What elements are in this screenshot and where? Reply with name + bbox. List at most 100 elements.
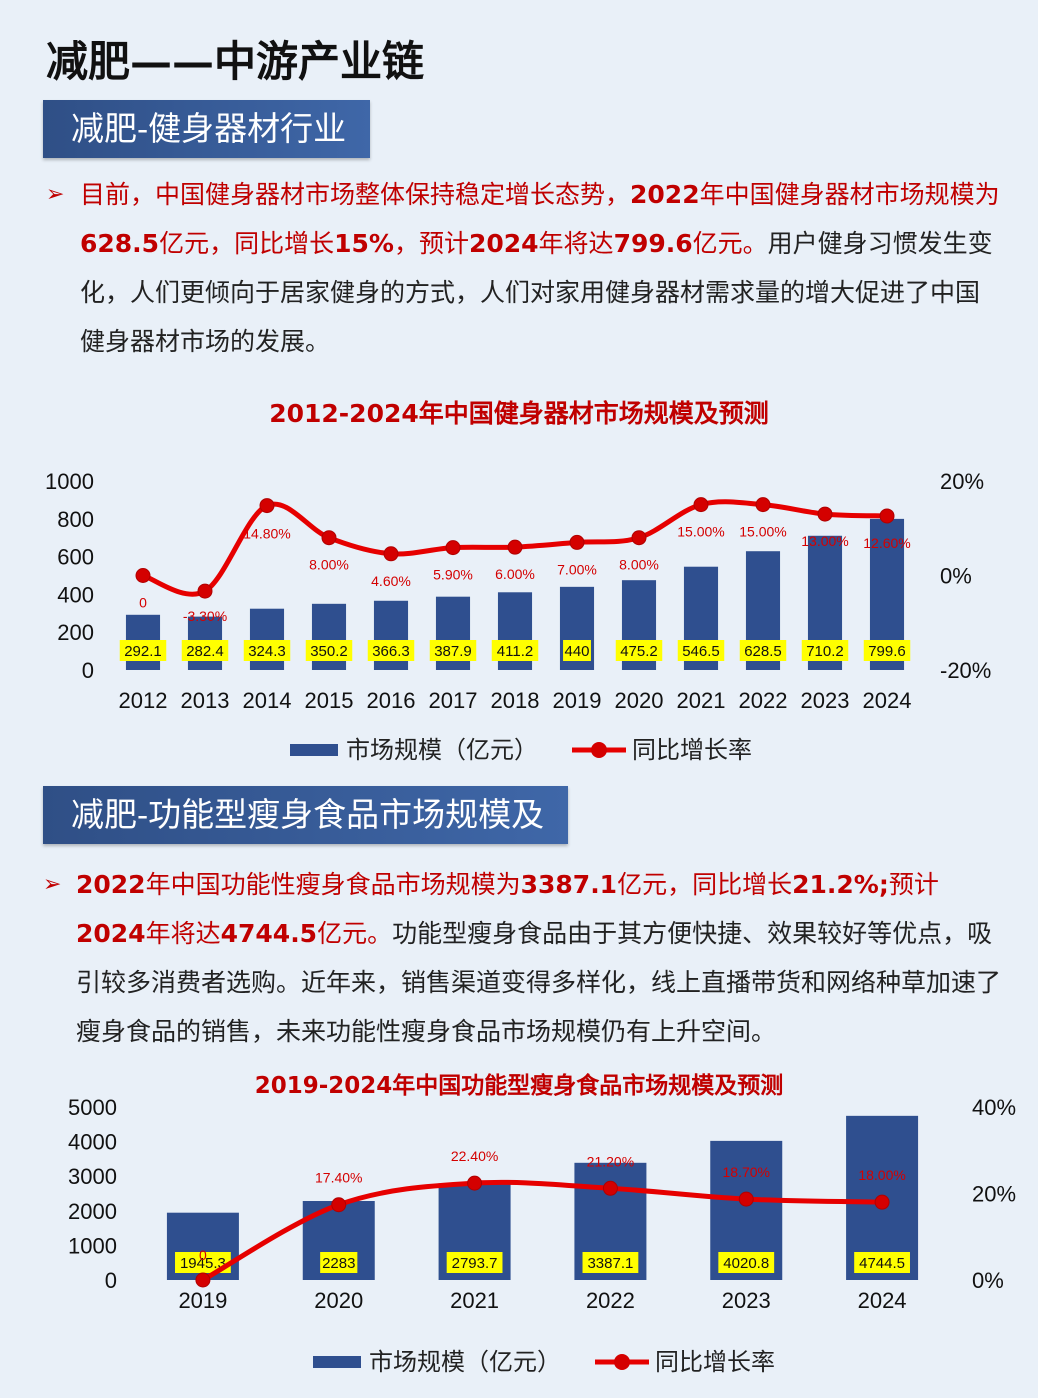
x-tick-label: 2024 — [863, 688, 912, 713]
growth-point — [321, 530, 337, 546]
section2-paragraph: 2022年中国功能性瘦身食品市场规模为3387.1亿元，同比增长21.2%;预计… — [76, 860, 1006, 1056]
paragraph-run: 年将达 — [145, 919, 221, 948]
growth-point — [445, 540, 461, 556]
x-tick-label: 2017 — [429, 688, 478, 713]
x-tick-label: 2021 — [677, 688, 726, 713]
x-tick-label: 2018 — [491, 688, 540, 713]
bar-label-bg — [615, 640, 663, 661]
section-heading-slimming-food: 减肥-功能型瘦身食品市场规模及 — [43, 786, 569, 844]
bar-label-bg — [491, 640, 539, 661]
growth-point — [467, 1175, 483, 1191]
y-tick-label: 1000 — [68, 1233, 117, 1258]
x-tick-label: 2023 — [801, 688, 850, 713]
growth-label: 17.40% — [315, 1170, 362, 1186]
y2-tick-label: 20% — [972, 1182, 1016, 1207]
section-heading-fitness-equipment: 减肥-健身器材行业 — [43, 100, 371, 158]
growth-point — [195, 1272, 211, 1288]
bar-value-label: 2283 — [322, 1255, 355, 1272]
y-tick-label: 200 — [57, 620, 94, 645]
paragraph-run: 用户健身习惯发生变化，人们更倾向于居家健身的方式，人们对家用健身器材需求量的增大… — [80, 229, 993, 356]
growth-point — [631, 530, 647, 546]
y-tick-label: 3000 — [68, 1164, 117, 1189]
x-tick-label: 2019 — [178, 1288, 227, 1313]
bar-label-bg — [429, 640, 477, 661]
y-tick-label: 0 — [82, 658, 94, 683]
growth-label: 8.00% — [309, 557, 349, 573]
y-tick-label: 0 — [105, 1268, 117, 1293]
bar-label-bg — [367, 640, 415, 661]
y2-tick-label: 0% — [972, 1268, 1004, 1293]
bar-label-bg — [320, 1252, 358, 1273]
x-tick-label: 2022 — [586, 1288, 635, 1313]
bar-value-label: 324.3 — [248, 643, 286, 660]
x-tick-label: 2020 — [314, 1288, 363, 1313]
growth-label: 15.00% — [677, 524, 724, 540]
page-title: 减肥——中游产业链 — [46, 37, 425, 86]
legend-bar-swatch — [290, 744, 338, 756]
bar-value-label: 2793.7 — [452, 1255, 498, 1272]
paragraph-run: 亿元。 — [317, 919, 393, 948]
paragraph-run: 2022 — [630, 180, 700, 209]
x-tick-label: 2015 — [305, 688, 354, 713]
bar-label-bg — [446, 1252, 503, 1273]
bar-value-label: 440 — [564, 643, 589, 660]
paragraph-run: 2024 — [76, 919, 146, 948]
paragraph-run: 年中国功能性瘦身食品市场规模为 — [145, 870, 521, 899]
growth-point — [259, 498, 275, 514]
bar-value-label: 366.3 — [372, 643, 410, 660]
bar-label-bg — [863, 640, 911, 661]
y-tick-label: 800 — [57, 507, 94, 532]
y-tick-label: 1000 — [45, 469, 94, 494]
bar-value-label: 4020.8 — [723, 1255, 769, 1272]
bar-value-label: 710.2 — [806, 643, 844, 660]
chart1-title: 2012-2024年中国健身器材市场规模及预测 — [269, 399, 769, 428]
bar-label-bg — [739, 640, 787, 661]
y-tick-label: 600 — [57, 545, 94, 570]
legend-bar-swatch — [313, 1356, 361, 1368]
paragraph-run: 目前，中国健身器材市场整体保持稳定增长态势， — [80, 180, 631, 209]
paragraph-run: ，预计 — [393, 229, 469, 258]
paragraph-run: 功能型瘦身食品由于其方便快捷、效果较好等优点，吸引较多消费者选购。近年来，销售渠… — [76, 919, 1002, 1046]
growth-point — [738, 1191, 754, 1207]
x-tick-label: 2020 — [615, 688, 664, 713]
growth-point — [817, 506, 833, 522]
bar-value-label: 350.2 — [310, 643, 348, 660]
y2-tick-label: 0% — [940, 564, 972, 589]
section1-paragraph: 目前，中国健身器材市场整体保持稳定增长态势，2022年中国健身器材市场规模为 62… — [80, 170, 1000, 366]
bar-value-label: 475.2 — [620, 643, 658, 660]
legend-line-marker — [614, 1354, 630, 1370]
legend-bar-label: 市场规模（亿元） — [369, 1348, 561, 1376]
paragraph-run: 15% — [334, 229, 394, 258]
growth-line — [201, 1179, 883, 1283]
y-tick-label: 400 — [57, 582, 94, 607]
growth-label: 22.40% — [451, 1148, 498, 1164]
x-tick-label: 2024 — [858, 1288, 907, 1313]
growth-label: 14.80% — [243, 526, 290, 542]
growth-point — [331, 1197, 347, 1213]
paragraph-run: 亿元，同比增长 — [617, 870, 793, 899]
bar-value-label: 411.2 — [497, 643, 533, 660]
growth-label: 18.00% — [858, 1167, 905, 1183]
paragraph-run: 4744.5 — [220, 919, 318, 948]
growth-point — [383, 546, 399, 562]
growth-label: 0 — [199, 1247, 207, 1263]
bar-label-bg — [854, 1252, 910, 1273]
growth-label: 8.00% — [619, 557, 659, 573]
paragraph-run: 亿元，同比增长 — [159, 229, 335, 258]
bar-value-label: 628.5 — [744, 643, 782, 660]
paragraph-run: 628.5 — [80, 229, 160, 258]
bar-label-bg — [582, 1252, 639, 1273]
bar-value-label: 292.1 — [124, 643, 162, 660]
x-tick-label: 2014 — [243, 688, 292, 713]
fitness-equipment-chart: 0 200 400 600 800 1000 -20% 0% 20% 292.1 282.4 324.… — [45, 469, 991, 764]
growth-label: 13.00% — [801, 533, 848, 549]
paragraph-run: 预计 — [888, 870, 939, 899]
growth-label: 4.60% — [371, 573, 411, 589]
bar-label-bg — [181, 640, 229, 661]
y2-tick-label: -20% — [940, 658, 991, 683]
growth-label: 21.20% — [587, 1153, 634, 1169]
bar-label-bg — [119, 640, 167, 661]
growth-point — [874, 1194, 890, 1210]
growth-label: -3.30% — [183, 608, 227, 624]
bar-label-bg — [563, 640, 591, 661]
